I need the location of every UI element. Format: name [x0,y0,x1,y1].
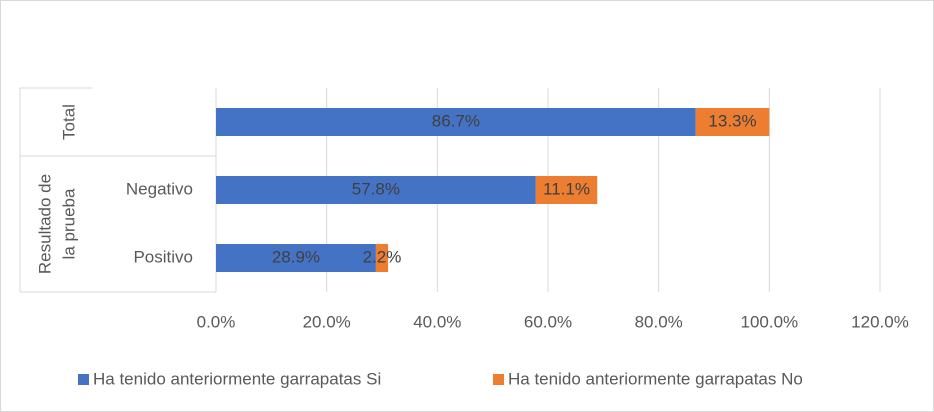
x-tick-label: 60.0% [524,312,572,331]
legend-swatch [493,374,504,385]
x-tick-label: 0.0% [197,312,236,331]
x-tick-label: 20.0% [303,312,351,331]
category-group-label: la prueba [59,188,78,259]
data-label: 2.2% [363,247,402,266]
bar-segment [375,244,389,272]
data-label: 57.8% [352,179,400,198]
legend-label: Ha tenido anteriormente garrapatas No [508,369,803,388]
x-tick-label: 40.0% [413,312,461,331]
x-tick-label: 100.0% [740,312,798,331]
y-tick-label: Negativo [126,179,193,198]
data-label: 86.7% [432,111,480,130]
x-tick-label: 80.0% [635,312,683,331]
bar-segment [535,176,598,204]
bar-segment [695,108,770,136]
data-label: 11.1% [543,179,590,198]
category-group-label: Resultado de [35,174,54,274]
bar-segment [216,244,376,272]
bar-segment [216,176,536,204]
category-group-label: Total [59,104,78,140]
bar-segment [216,108,696,136]
data-label: 28.9% [272,247,320,266]
x-tick-label: 120.0% [851,312,909,331]
legend-swatch [78,374,89,385]
data-label: 13.3% [708,111,756,130]
legend-label: Ha tenido anteriormente garrapatas Si [93,369,381,388]
y-tick-label: Positivo [133,247,193,266]
